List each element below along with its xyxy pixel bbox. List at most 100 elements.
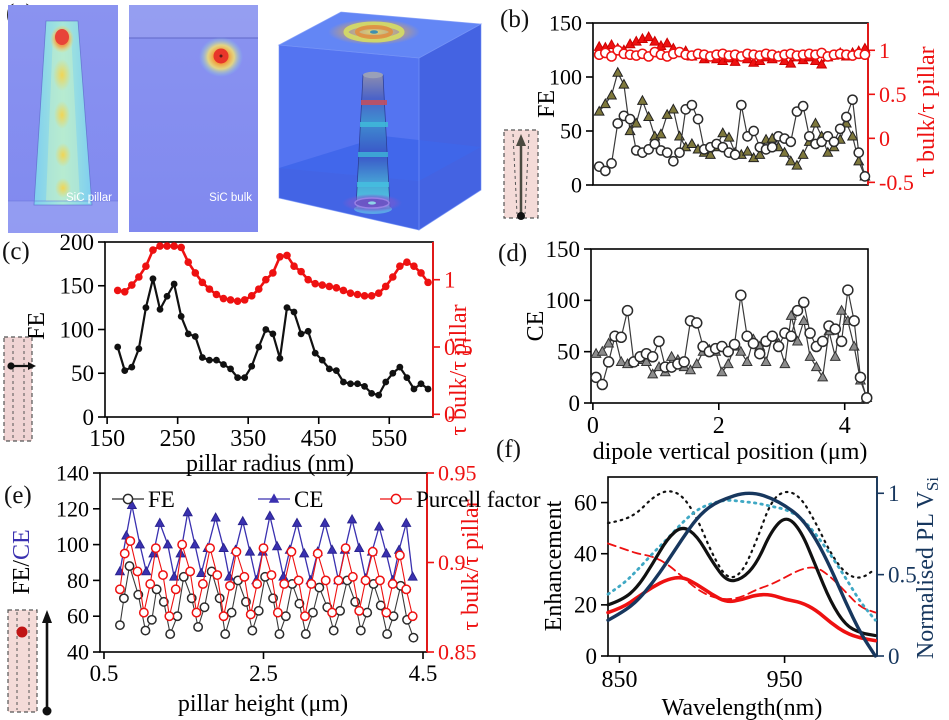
svg-text:140: 140 (56, 460, 89, 485)
x-axis-label: dipole vertical position (μm) (593, 439, 868, 465)
chart-fe-ce-vs-pillar-height: 40 60 80 100 120 140 0.85 0.9 0.95 0.5 2.5 4.5 pilla… (9, 460, 541, 717)
series-tau-ratio-red-triangles- (593, 31, 871, 69)
svg-text:100: 100 (60, 317, 95, 342)
right-axis-label: Normalised PL VSi (913, 477, 942, 659)
svg-text:100: 100 (546, 288, 581, 313)
svg-text:50: 50 (557, 339, 580, 364)
svg-text:60: 60 (67, 604, 89, 629)
series-tau-bulk-tau-pillar (113, 242, 432, 306)
x-axis-label: Wavelength(nm) (662, 695, 823, 720)
x-axis-label: pillar height (μm) (178, 691, 348, 717)
y-axis-label: CE (523, 311, 549, 342)
svg-text:1: 1 (888, 481, 900, 506)
svg-text:0: 0 (83, 405, 95, 430)
series-red-solid (606, 575, 878, 643)
svg-text:0: 0 (444, 402, 456, 427)
svg-text:2: 2 (713, 413, 725, 439)
svg-text:FE: FE (148, 487, 175, 512)
series-fe-pillar-triangles- (593, 66, 871, 181)
y-axis-label: FE (24, 312, 50, 340)
svg-text:0.5: 0.5 (888, 562, 917, 587)
svg-text:350: 350 (230, 426, 266, 452)
panel-label-d: (d) (498, 240, 528, 267)
svg-text:80: 80 (67, 568, 89, 593)
svg-text:1: 1 (444, 268, 456, 293)
svg-text:0.5: 0.5 (444, 335, 473, 360)
y-axis-label: FE/CE (9, 529, 35, 594)
series-tau-ratio-red-circles- (593, 44, 871, 62)
svg-text:150: 150 (546, 237, 581, 262)
right-axis-label: τ bulk/τ pillar (446, 304, 472, 435)
caption-sic-bulk: SiC bulk (209, 192, 252, 204)
emitter-dot (16, 626, 28, 638)
sim-image-sic-pillar: SiC pillar (8, 5, 118, 233)
panel-label-f: (f) (496, 436, 521, 463)
series-black-dotted (606, 490, 877, 579)
axes: 40 60 80 100 120 140 0.85 0.9 0.95 0.5 2.5 4.5 pilla… (9, 460, 484, 717)
pillar-schematic-e (7, 609, 52, 716)
svg-text:120: 120 (56, 496, 89, 521)
svg-text:150: 150 (89, 426, 125, 452)
svg-text:4: 4 (839, 413, 851, 439)
svg-text:1: 1 (879, 38, 890, 63)
series-purcell-factor (114, 536, 418, 622)
svg-text:0: 0 (879, 126, 890, 151)
svg-text:150: 150 (60, 274, 95, 299)
chart-fe-vs-dipole-position: 0 50 100 150 -0.5 0 0.5 1 FE τ bulk/τ pillar (534, 10, 940, 197)
svg-text:850: 850 (602, 667, 638, 693)
caption-sic-pillar: SiC pillar (66, 192, 112, 204)
svg-text:0: 0 (587, 413, 599, 439)
svg-text:20: 20 (574, 593, 597, 618)
svg-text:0: 0 (571, 172, 582, 197)
svg-text:50: 50 (71, 361, 94, 386)
series-fe (114, 275, 432, 399)
svg-text:50: 50 (560, 118, 582, 143)
svg-text:0.9: 0.9 (438, 550, 466, 575)
right-axis-label: τ bulk/τ pillar (914, 46, 940, 177)
legend: FE CE Purcell factor (112, 487, 541, 512)
panel-label-b: (b) (500, 6, 530, 33)
svg-text:40: 40 (574, 542, 597, 567)
svg-text:200: 200 (60, 230, 95, 255)
svg-text:550: 550 (371, 426, 407, 452)
sim-image-sic-bulk: SiC bulk (129, 5, 258, 232)
series-red-dashed (607, 542, 877, 614)
series-black-solid (606, 517, 877, 638)
svg-text:450: 450 (301, 426, 337, 452)
cube-right-face (419, 24, 481, 230)
svg-text:100: 100 (56, 532, 89, 557)
pillar-schematic-b (503, 129, 539, 220)
svg-text:0: 0 (888, 644, 900, 669)
y-axis-label: FE (534, 90, 560, 118)
svg-text:250: 250 (160, 426, 196, 452)
series-cyan-dotted (606, 498, 877, 622)
svg-text:CE: CE (294, 487, 323, 512)
right-axis-label: τ bulk/τ pillar (458, 499, 484, 630)
panel-label-c: (c) (2, 238, 30, 265)
y-axis-label: Enhancement (541, 500, 567, 631)
svg-text:2.5: 2.5 (249, 661, 278, 686)
panel-label-e: (e) (4, 482, 32, 509)
svg-text:0.5: 0.5 (90, 661, 119, 686)
svg-text:150: 150 (549, 10, 582, 35)
svg-text:0: 0 (586, 644, 598, 669)
svg-text:100: 100 (549, 64, 582, 89)
svg-text:0.5: 0.5 (879, 82, 907, 107)
svg-text:0.95: 0.95 (438, 460, 477, 485)
sim-image-3d-cube (277, 11, 483, 231)
svg-text:0.85: 0.85 (438, 639, 477, 664)
svg-text:60: 60 (574, 490, 597, 515)
axes: 0 50 100 150 -0.5 0 0.5 1 FE τ bulk/τ pillar (534, 10, 940, 197)
svg-text:0: 0 (569, 391, 581, 416)
pillar-schematic-c (3, 336, 36, 442)
series-navy-solid (606, 491, 878, 658)
svg-text:4.5: 4.5 (409, 661, 438, 686)
series-ce-circles- (590, 284, 873, 404)
